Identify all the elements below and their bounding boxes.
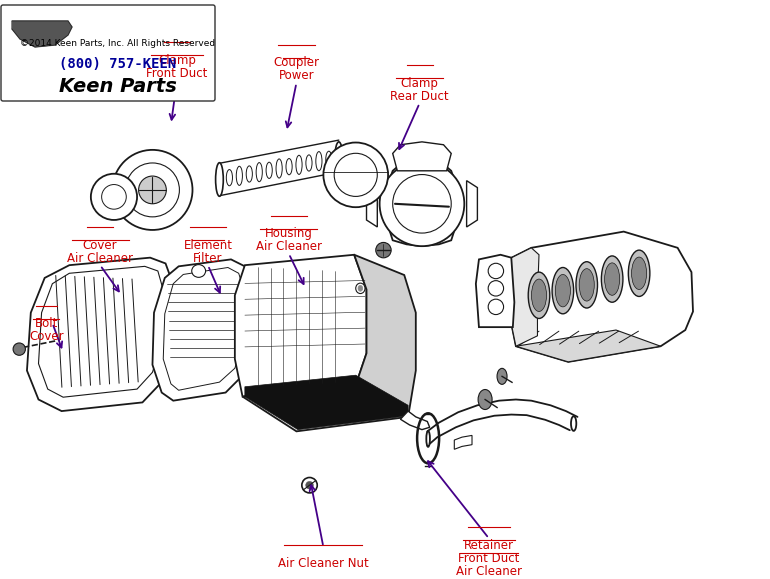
Polygon shape xyxy=(27,258,177,411)
Ellipse shape xyxy=(236,166,243,185)
Polygon shape xyxy=(354,255,416,417)
Text: Front Duct: Front Duct xyxy=(146,67,208,79)
Polygon shape xyxy=(163,267,246,390)
Circle shape xyxy=(112,150,192,230)
Circle shape xyxy=(91,174,137,220)
Ellipse shape xyxy=(276,159,282,178)
Ellipse shape xyxy=(316,152,322,171)
Text: (800) 757-KEEN: (800) 757-KEEN xyxy=(59,57,176,71)
Polygon shape xyxy=(245,375,408,430)
FancyBboxPatch shape xyxy=(1,5,215,101)
Ellipse shape xyxy=(358,285,363,291)
Polygon shape xyxy=(38,266,166,397)
Polygon shape xyxy=(400,411,430,430)
Text: Retainer: Retainer xyxy=(464,538,514,552)
Ellipse shape xyxy=(604,263,620,295)
Text: Power: Power xyxy=(279,69,314,82)
Text: Bolt: Bolt xyxy=(35,317,58,330)
Text: Front Duct: Front Duct xyxy=(458,552,520,565)
Circle shape xyxy=(488,281,504,296)
Circle shape xyxy=(393,174,451,233)
Ellipse shape xyxy=(531,279,547,312)
Ellipse shape xyxy=(555,274,571,307)
Polygon shape xyxy=(152,259,254,401)
Text: Clamp: Clamp xyxy=(400,77,439,90)
Polygon shape xyxy=(467,181,477,227)
Circle shape xyxy=(302,478,317,493)
Circle shape xyxy=(488,299,504,314)
Ellipse shape xyxy=(552,267,574,314)
Ellipse shape xyxy=(296,155,302,174)
Circle shape xyxy=(139,176,166,204)
Ellipse shape xyxy=(478,390,492,409)
Ellipse shape xyxy=(326,151,332,167)
Text: Air Cleaner: Air Cleaner xyxy=(456,565,522,577)
Ellipse shape xyxy=(571,416,576,431)
Text: Element: Element xyxy=(183,239,233,252)
Ellipse shape xyxy=(306,155,312,171)
Text: Clamp: Clamp xyxy=(158,54,196,67)
Ellipse shape xyxy=(192,265,206,277)
Ellipse shape xyxy=(336,148,342,167)
Text: Air Cleaner Nut: Air Cleaner Nut xyxy=(278,557,369,570)
Ellipse shape xyxy=(631,257,647,290)
Ellipse shape xyxy=(286,159,292,175)
Text: Rear Duct: Rear Duct xyxy=(390,90,449,102)
Circle shape xyxy=(376,243,391,258)
Ellipse shape xyxy=(335,142,343,173)
Ellipse shape xyxy=(246,166,253,182)
Text: Air Cleaner: Air Cleaner xyxy=(256,240,322,253)
Text: Air Cleaner: Air Cleaner xyxy=(67,252,133,265)
Circle shape xyxy=(102,185,126,209)
Text: Housing: Housing xyxy=(265,228,313,240)
Ellipse shape xyxy=(356,283,365,294)
Ellipse shape xyxy=(266,162,273,178)
Polygon shape xyxy=(454,435,472,449)
Ellipse shape xyxy=(528,272,550,318)
Ellipse shape xyxy=(576,262,598,308)
Polygon shape xyxy=(507,232,693,362)
Circle shape xyxy=(323,142,388,207)
Ellipse shape xyxy=(226,170,233,186)
Circle shape xyxy=(13,343,25,356)
Ellipse shape xyxy=(256,163,263,182)
Polygon shape xyxy=(476,255,514,327)
Ellipse shape xyxy=(601,256,623,302)
Circle shape xyxy=(334,153,377,196)
Text: Cover: Cover xyxy=(83,239,117,252)
Ellipse shape xyxy=(628,250,650,296)
Circle shape xyxy=(306,481,313,489)
Polygon shape xyxy=(393,142,451,171)
Circle shape xyxy=(488,263,504,278)
Text: Keen Parts: Keen Parts xyxy=(59,77,177,96)
Ellipse shape xyxy=(579,269,594,301)
Ellipse shape xyxy=(216,170,223,189)
Text: Coupler: Coupler xyxy=(273,57,320,69)
Polygon shape xyxy=(235,255,367,397)
Text: Filter: Filter xyxy=(193,252,223,265)
Polygon shape xyxy=(367,181,377,227)
Polygon shape xyxy=(388,157,456,246)
Polygon shape xyxy=(516,330,661,362)
Ellipse shape xyxy=(216,163,223,196)
Polygon shape xyxy=(12,21,72,47)
Text: ©2014 Keen Parts, Inc. All Rights Reserved: ©2014 Keen Parts, Inc. All Rights Reserv… xyxy=(21,39,216,48)
Polygon shape xyxy=(243,385,408,431)
Text: Cover: Cover xyxy=(29,330,63,343)
Ellipse shape xyxy=(427,431,430,447)
Polygon shape xyxy=(507,248,539,346)
Ellipse shape xyxy=(497,368,507,384)
Circle shape xyxy=(126,163,179,217)
Circle shape xyxy=(380,162,464,246)
